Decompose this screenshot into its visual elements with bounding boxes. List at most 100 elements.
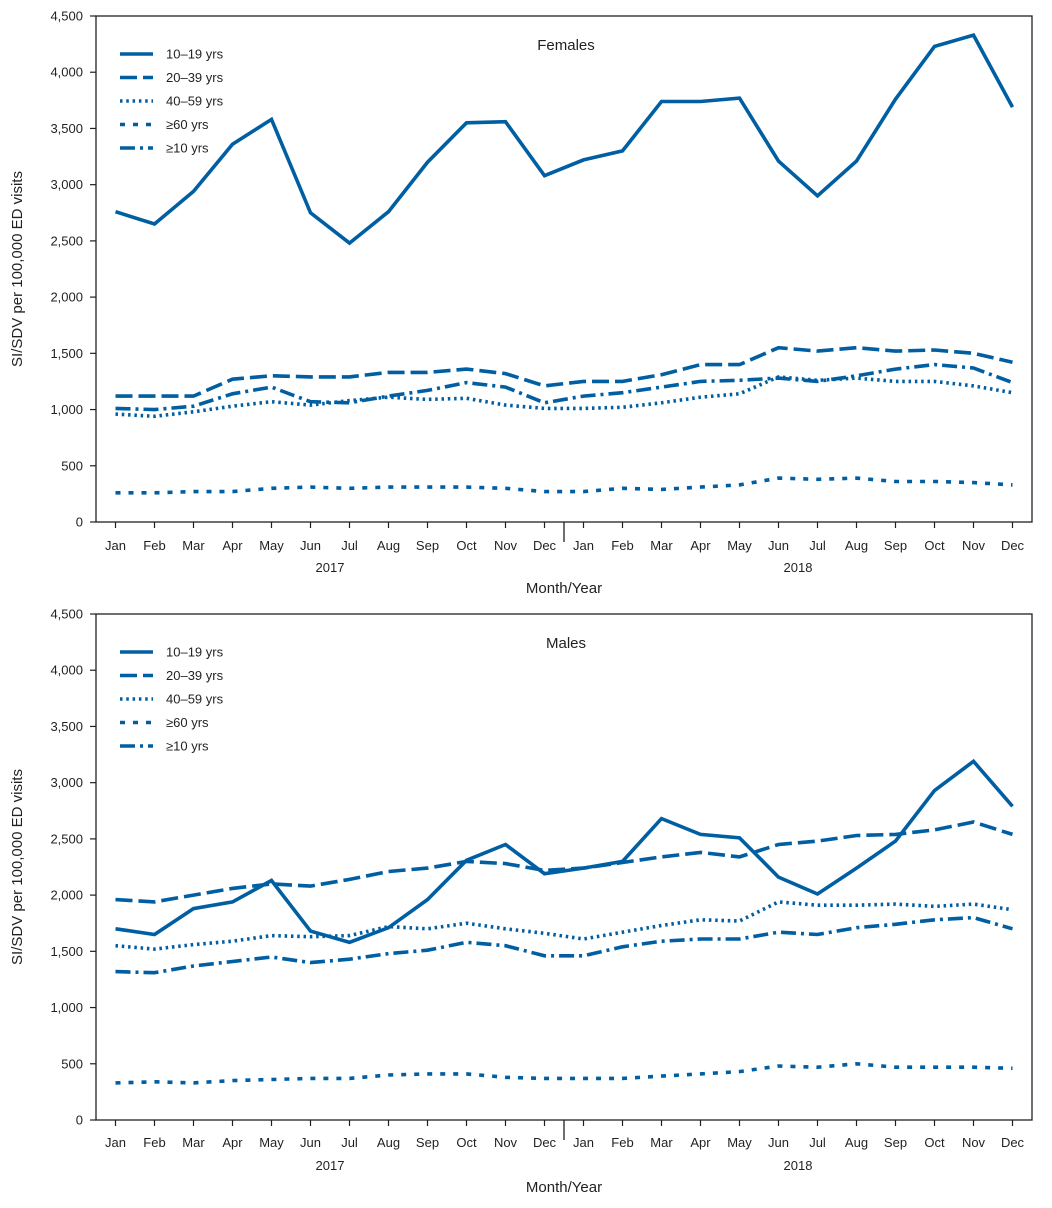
y-tick-label: 500 — [61, 458, 83, 473]
y-tick-label: 2,500 — [50, 233, 83, 248]
legend-label: 10–19 yrs — [166, 47, 224, 62]
x-tick-label: Jun — [768, 538, 789, 553]
legend-label: ≥60 yrs — [166, 715, 209, 730]
x-tick-label: Jul — [809, 1135, 826, 1150]
x-tick-label: Mar — [650, 538, 673, 553]
year-label: 2018 — [784, 1158, 813, 1173]
y-tick-label: 4,500 — [50, 607, 83, 622]
y-tick-label: 0 — [76, 1113, 83, 1128]
x-tick-label: Oct — [924, 538, 945, 553]
y-axis-title: SI/SDV per 100,000 ED visits — [9, 171, 26, 367]
x-tick-label: Aug — [377, 538, 400, 553]
x-tick-label: Mar — [650, 1135, 673, 1150]
x-tick-label: Sep — [416, 1135, 439, 1150]
x-tick-label: Dec — [533, 538, 557, 553]
legend-label: ≥10 yrs — [166, 739, 209, 754]
series-line-20-39-yrs — [115, 345, 1013, 398]
x-tick-label: Oct — [924, 1135, 945, 1150]
x-tick-label: Apr — [690, 1135, 711, 1150]
y-tick-label: 1,500 — [50, 346, 83, 361]
year-label: 2017 — [316, 1158, 345, 1173]
x-tick-label: May — [259, 1135, 284, 1150]
series-line-10-19-yrs — [114, 32, 1015, 246]
series-line-40-59-yrs — [115, 375, 1013, 419]
x-tick-label: Feb — [143, 538, 165, 553]
x-tick-label: Oct — [456, 538, 477, 553]
x-tick-label: May — [259, 538, 284, 553]
x-tick-label: Sep — [884, 538, 907, 553]
y-tick-label: 3,500 — [50, 121, 83, 136]
x-tick-label: Dec — [533, 1135, 557, 1150]
y-tick-label: 4,000 — [50, 65, 83, 80]
x-tick-label: Feb — [143, 1135, 165, 1150]
x-tick-label: Nov — [494, 538, 518, 553]
x-tick-label: Jan — [105, 1135, 126, 1150]
x-tick-label: Nov — [962, 1135, 986, 1150]
series-line-40-59-yrs — [115, 900, 1013, 951]
x-tick-label: Jun — [300, 1135, 321, 1150]
x-tick-label: Jul — [809, 538, 826, 553]
series-line-20-39-yrs — [115, 820, 1014, 904]
legend-label: ≥10 yrs — [166, 141, 209, 156]
x-tick-label: Jan — [105, 538, 126, 553]
chart-panel-females: 0 500 1,000 1,500 2,000 2,500 3,000 3,500 4,000 4… — [9, 9, 1033, 597]
x-tick-label: Jun — [300, 538, 321, 553]
series-line-10-yrs — [115, 915, 1013, 975]
legend-label: 20–39 yrs — [166, 70, 224, 85]
x-tick-label: Sep — [416, 538, 439, 553]
x-axis-title: Month/Year — [526, 580, 602, 597]
x-tick-label: Apr — [690, 538, 711, 553]
series-line-10-19-yrs — [115, 758, 1014, 945]
y-tick-label: 2,000 — [50, 888, 83, 903]
x-tick-label: Mar — [182, 538, 205, 553]
y-tick-label: 3,500 — [50, 719, 83, 734]
year-label: 2018 — [784, 560, 813, 575]
x-tick-label: Jul — [341, 1135, 358, 1150]
panel-title: Males — [546, 635, 586, 652]
legend-label: 40–59 yrs — [166, 94, 224, 109]
y-tick-label: 3,000 — [50, 177, 83, 192]
y-tick-label: 500 — [61, 1056, 83, 1071]
year-label: 2017 — [316, 560, 345, 575]
x-tick-label: May — [727, 538, 752, 553]
legend-label: ≥60 yrs — [166, 117, 209, 132]
y-tick-label: 1,000 — [50, 1000, 83, 1015]
y-tick-label: 4,000 — [50, 663, 83, 678]
x-tick-label: Aug — [845, 538, 868, 553]
chart-panel-males: 0 500 1,000 1,500 2,000 2,500 3,000 3,500 4,000 4… — [9, 607, 1033, 1196]
y-tick-label: 3,000 — [50, 775, 83, 790]
x-tick-label: Jan — [573, 538, 594, 553]
x-tick-label: Feb — [611, 1135, 633, 1150]
panel-title: Females — [537, 37, 595, 54]
y-tick-label: 0 — [76, 515, 83, 530]
x-axis-title: Month/Year — [526, 1179, 602, 1196]
y-tick-label: 2,500 — [50, 831, 83, 846]
y-tick-label: 1,000 — [50, 402, 83, 417]
x-tick-label: Aug — [845, 1135, 868, 1150]
plot-area-frame — [95, 15, 1033, 523]
series-line-60-yrs — [115, 1061, 1013, 1085]
x-tick-label: Apr — [222, 1135, 243, 1150]
x-tick-label: Mar — [182, 1135, 205, 1150]
legend-label: 20–39 yrs — [166, 668, 224, 683]
x-tick-label: Dec — [1001, 538, 1025, 553]
x-tick-label: Nov — [494, 1135, 518, 1150]
x-tick-label: Jun — [768, 1135, 789, 1150]
x-tick-label: Dec — [1001, 1135, 1025, 1150]
x-tick-label: Oct — [456, 1135, 477, 1150]
x-tick-label: Apr — [222, 538, 243, 553]
series-line-10-yrs — [115, 362, 1014, 412]
x-tick-label: May — [727, 1135, 752, 1150]
y-tick-label: 2,000 — [50, 290, 83, 305]
x-tick-label: Sep — [884, 1135, 907, 1150]
x-tick-label: Aug — [377, 1135, 400, 1150]
y-axis-title: SI/SDV per 100,000 ED visits — [9, 769, 26, 965]
series-line-60-yrs — [115, 476, 1013, 495]
x-tick-label: Jul — [341, 538, 358, 553]
plot-area-frame — [95, 613, 1033, 1121]
x-tick-label: Feb — [611, 538, 633, 553]
x-tick-label: Jan — [573, 1135, 594, 1150]
legend-label: 10–19 yrs — [166, 645, 224, 660]
